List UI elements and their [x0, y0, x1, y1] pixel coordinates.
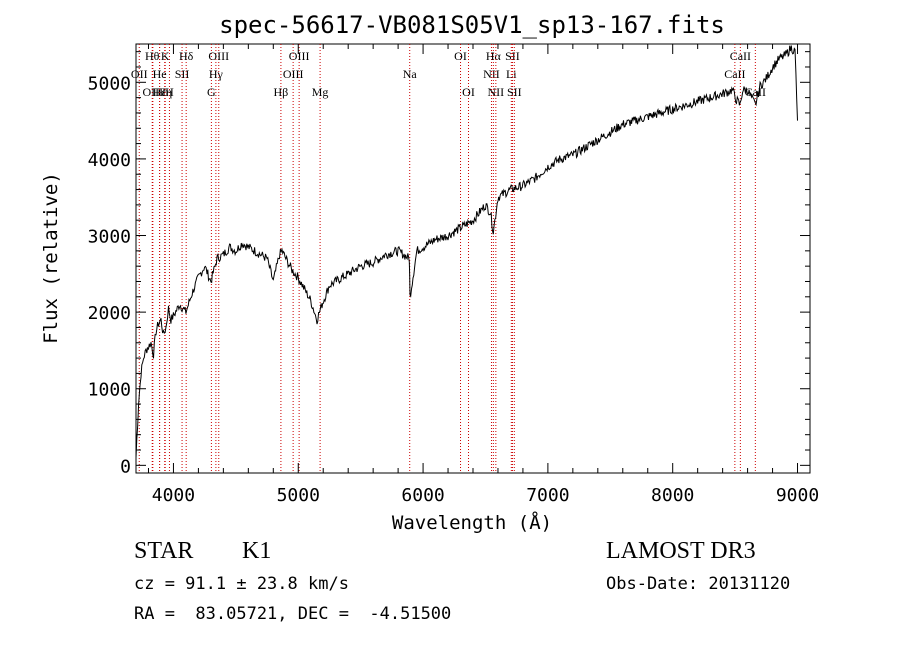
line-marker-label: H [165, 85, 174, 99]
y-tick-label: 4000 [88, 150, 131, 171]
line-marker-label: OIII [283, 67, 304, 81]
line-marker-label: OIII [143, 85, 164, 99]
x-tick-label: 6000 [401, 485, 444, 506]
line-marker-label: NII [483, 67, 500, 81]
x-tick-label: 7000 [526, 485, 569, 506]
line-marker-label: Hγ [209, 67, 224, 81]
x-tick-label: 5000 [277, 485, 320, 506]
x-tick-label: 8000 [651, 485, 694, 506]
line-marker-label: OI [462, 85, 475, 99]
line-markers: OIIOIIIHεHηKHHeSIIHδHθGHγOIIIHβOIIIOIIIM… [131, 44, 766, 473]
y-tick-label: 2000 [88, 303, 131, 324]
spectrum-line [135, 45, 798, 458]
line-marker-label: G [207, 85, 216, 99]
obs-date: Obs-Date: 20131120 [606, 574, 791, 594]
cz-value: cz = 91.1 ± 23.8 km/s [134, 574, 349, 594]
line-marker-label: OII [131, 67, 148, 81]
subclass-label: K1 [242, 538, 272, 564]
y-tick-label: 0 [120, 456, 131, 477]
x-tick-label: 4000 [152, 485, 195, 506]
line-marker-label: NII [488, 85, 505, 99]
line-marker-label: Mg [312, 85, 329, 99]
line-marker-label: Hθ [145, 49, 160, 63]
line-marker-label: CaII [730, 49, 751, 63]
line-marker-label: K [161, 49, 170, 63]
coordinates: RA = 83.05721, DEC = -4.51500 [134, 604, 452, 624]
line-marker-label: CaII [724, 67, 745, 81]
survey-label: LAMOST DR3 [606, 538, 756, 564]
line-marker-label: He [153, 67, 167, 81]
y-tick-label: 3000 [88, 227, 131, 248]
y-tick-label: 1000 [88, 380, 131, 401]
plot-frame [135, 43, 811, 474]
line-marker-label: SII [505, 49, 520, 63]
x-tick-label: 9000 [776, 485, 819, 506]
line-marker-label: Li [506, 67, 517, 81]
line-marker-label: SII [507, 85, 522, 99]
class-label: STAR [134, 538, 194, 564]
y-tick-label: 5000 [88, 73, 131, 94]
line-marker-label: Hβ [274, 85, 289, 99]
line-marker-label: OIII [208, 49, 229, 63]
line-marker-label: OI [454, 49, 467, 63]
x-axis-label: Wavelength (Å) [392, 511, 552, 534]
line-marker-label: Hδ [179, 49, 194, 63]
line-marker-label: Na [403, 67, 418, 81]
axis-ticks: 4000 5000 6000 7000 8000 9000 0 1000 2000 3000 400… [88, 44, 819, 506]
line-marker-label: Hα [486, 49, 502, 63]
line-marker-label: SII [175, 67, 190, 81]
chart-title: spec-56617-VB081S05V1_sp13-167.fits [219, 11, 725, 39]
line-marker-label: OIII [289, 49, 310, 63]
y-axis-label: Flux (relative) [40, 172, 62, 344]
